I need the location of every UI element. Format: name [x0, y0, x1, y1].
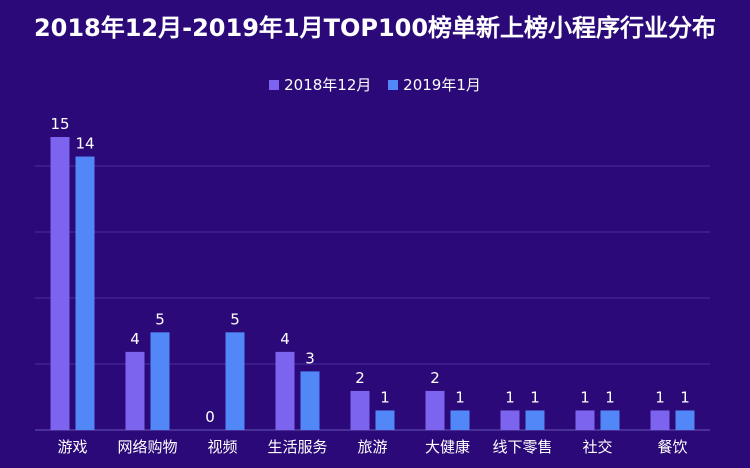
- data-label: 5: [155, 310, 165, 328]
- data-label: 1: [655, 388, 665, 406]
- x-tick-label: 旅游: [357, 438, 387, 456]
- data-label: 1: [680, 388, 690, 406]
- legend-swatch: [269, 79, 280, 90]
- legend-item[interactable]: 2019年1月: [388, 74, 481, 95]
- data-label: 1: [580, 388, 590, 406]
- x-tick-label: 社交: [582, 438, 612, 456]
- data-label: 1: [505, 388, 515, 406]
- bar: [600, 410, 620, 430]
- data-label: 14: [75, 135, 94, 153]
- chart-title: 2018年12月-2019年1月TOP100榜单新上榜小程序行业分布: [33, 14, 717, 42]
- data-label: 15: [50, 115, 69, 133]
- legend-label: 2019年1月: [403, 76, 481, 94]
- x-tick-label: 餐饮: [657, 438, 687, 456]
- data-label: 1: [530, 388, 540, 406]
- data-label: 2: [355, 369, 365, 387]
- bar: [375, 410, 395, 430]
- x-tick-label: 游戏: [57, 438, 87, 456]
- data-label: 4: [130, 330, 140, 348]
- x-tick-label: 大健康: [425, 438, 470, 456]
- legend: 2018年12月 2019年1月: [0, 74, 750, 95]
- data-label: 3: [305, 349, 315, 367]
- data-label: 1: [455, 388, 465, 406]
- bar: [500, 410, 520, 430]
- data-label: 1: [605, 388, 615, 406]
- x-tick-label: 生活服务: [267, 438, 327, 456]
- bar: [675, 410, 695, 430]
- x-tick-label: 视频: [207, 438, 237, 456]
- bar: [350, 390, 370, 430]
- bar: [275, 351, 295, 430]
- bar: [650, 410, 670, 430]
- bar: [50, 137, 70, 430]
- data-label: 1: [380, 388, 390, 406]
- bar: [75, 156, 95, 431]
- bar: [525, 410, 545, 430]
- data-label: 5: [230, 310, 240, 328]
- bar: [300, 371, 320, 430]
- bar: [150, 332, 170, 430]
- bar: [450, 410, 470, 430]
- bar: [225, 332, 245, 430]
- data-label: 4: [280, 330, 290, 348]
- data-label: 2: [430, 369, 440, 387]
- bar: [575, 410, 595, 430]
- bar: [125, 351, 145, 430]
- x-tick-label: 网络购物: [117, 438, 177, 456]
- data-label: 0: [205, 408, 215, 426]
- legend-item[interactable]: 2018年12月: [269, 74, 371, 95]
- legend-swatch: [388, 79, 399, 90]
- bar: [425, 390, 445, 430]
- legend-label: 2018年12月: [284, 76, 372, 94]
- x-tick-label: 线下零售: [492, 438, 552, 456]
